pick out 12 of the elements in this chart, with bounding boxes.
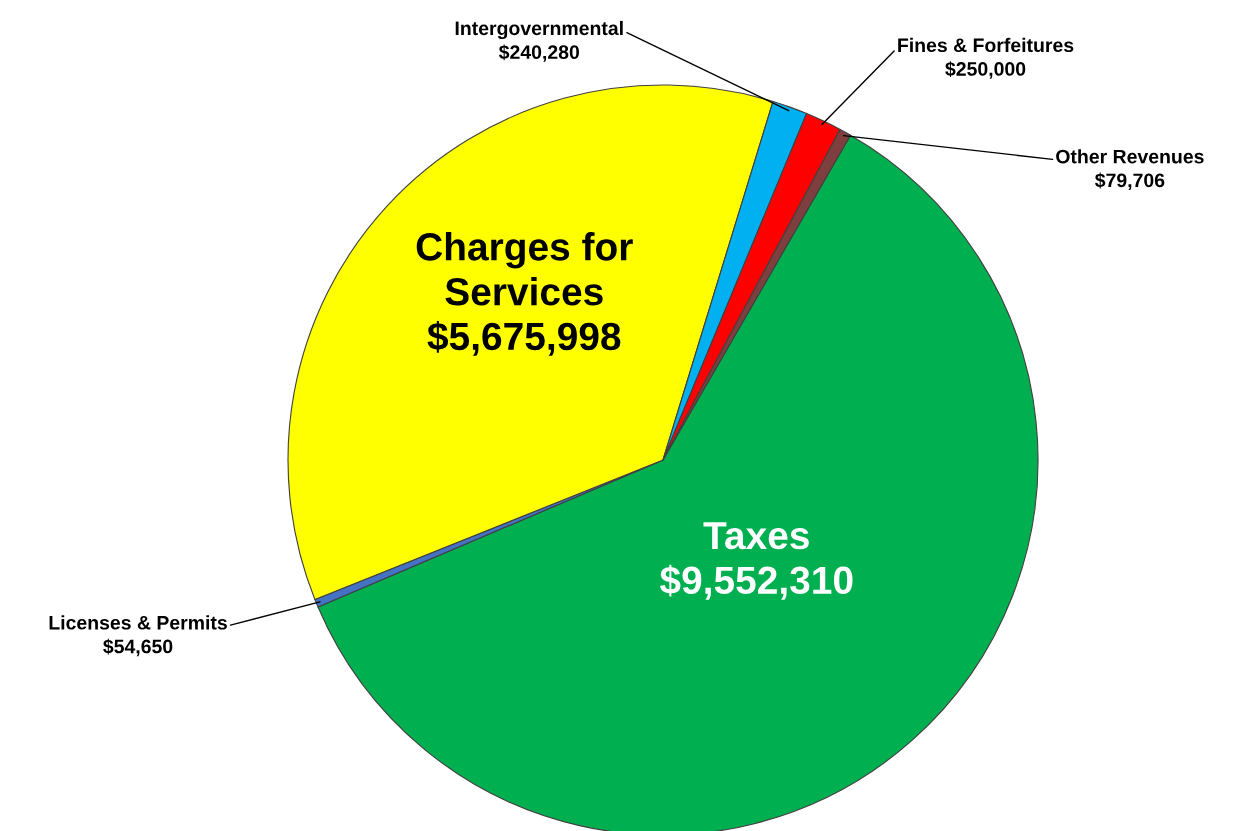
data-label: $54,650 [103,638,173,657]
slice-label: Licenses & Permits [49,615,227,630]
data-label: $9,552,310 [659,564,853,600]
slice-label: Taxes [703,522,809,550]
slice-label: Intergovernmental [455,20,623,40]
data-label: $250,000 [945,61,1026,79]
slice-label: Charges for Services [416,232,633,306]
data-label: $5,675,998 [427,320,621,356]
data-label: $79,706 [1094,172,1165,191]
slice-label: Fines & Forfeitures [898,37,1074,53]
data-label: $240,280 [498,44,580,62]
slice-label: Other Revenues [1056,149,1204,164]
